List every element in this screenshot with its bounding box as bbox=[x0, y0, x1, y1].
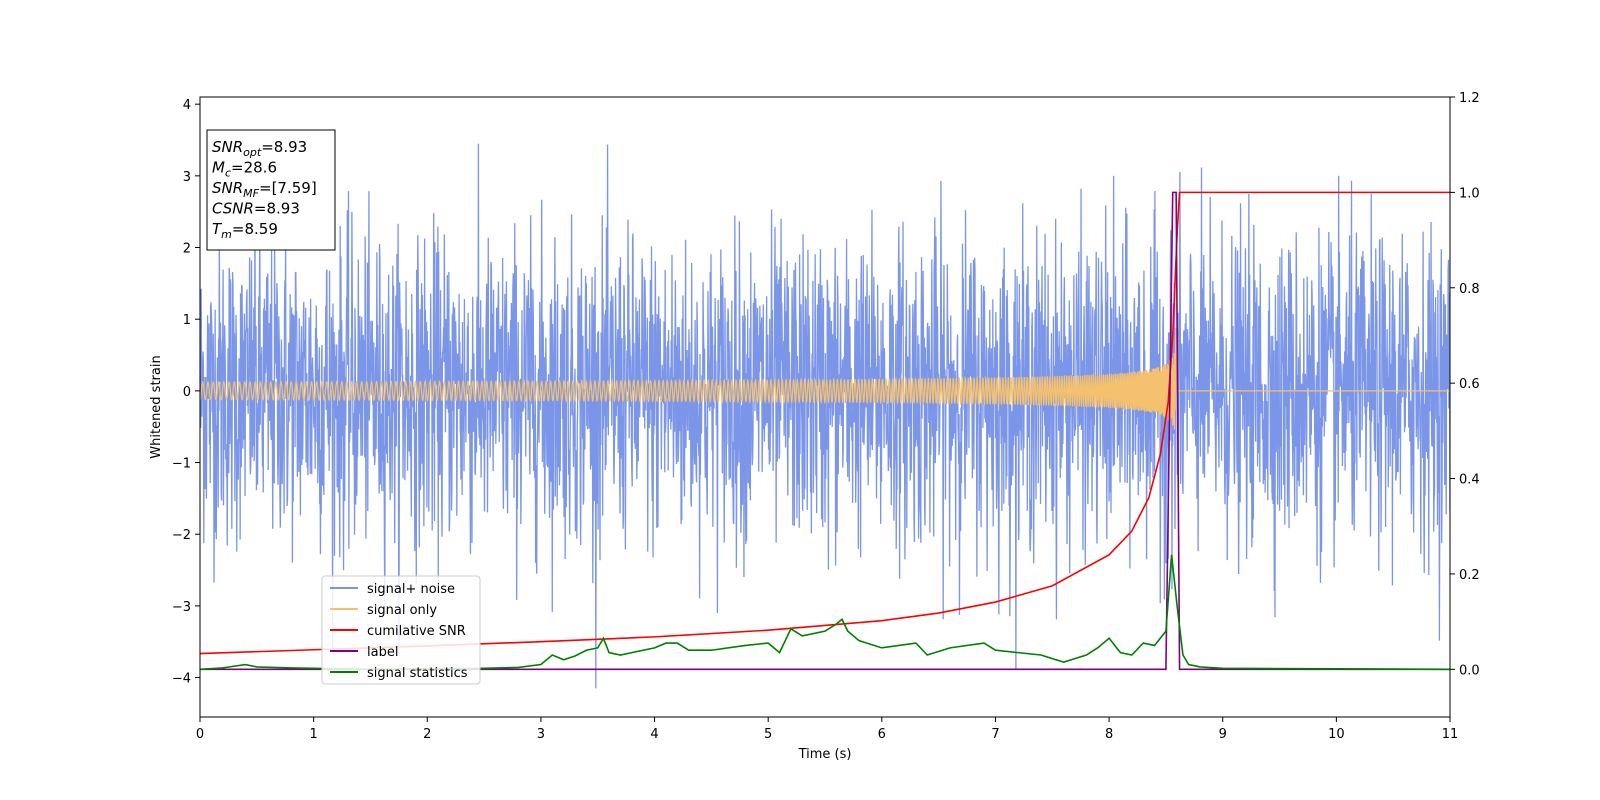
y2-tick-label: 0.4 bbox=[1459, 473, 1480, 488]
annotation-line: SNRMF=[7.59] bbox=[212, 179, 317, 200]
y-tick-label: 0 bbox=[183, 385, 191, 400]
legend-entry-label: signal statistics bbox=[367, 666, 468, 681]
y2-tick-label: 0.6 bbox=[1459, 377, 1480, 392]
y-axis-label: Whitened strain bbox=[149, 355, 164, 458]
legend-frame bbox=[321, 575, 481, 685]
y2-tick-label: 1.2 bbox=[1459, 91, 1480, 106]
y-ticks: −4 −3 −2 −1 0 1 2 3 4 bbox=[172, 98, 200, 687]
y-tick-label: −3 bbox=[172, 600, 191, 615]
y-tick-label: 2 bbox=[183, 242, 191, 257]
series-layer bbox=[200, 143, 1450, 689]
y2-ticks: 0.0 0.2 0.4 0.6 0.8 1.0 1.2 bbox=[1450, 91, 1480, 678]
legend: signal+ noise signal only cumilative SNR la… bbox=[321, 575, 481, 685]
annotation-line: CSNR=8.93 bbox=[212, 200, 300, 218]
annotation-line: Tm=8.59 bbox=[212, 220, 278, 241]
legend-entry-label: label bbox=[367, 645, 398, 660]
x-tick-label: 7 bbox=[991, 727, 999, 742]
y2-tick-label: 0.8 bbox=[1459, 282, 1480, 297]
series-signal-noise-line bbox=[200, 143, 1450, 689]
x-tick-label: 0 bbox=[196, 727, 204, 742]
legend-entry-label: signal+ noise bbox=[367, 582, 455, 597]
x-axis-label: Time (s) bbox=[798, 747, 852, 762]
annotation-frame bbox=[206, 129, 336, 251]
y-tick-label: −1 bbox=[172, 457, 191, 472]
annotation-line: SNRopt=8.93 bbox=[212, 138, 307, 159]
y-tick-label: −4 bbox=[172, 672, 191, 687]
x-tick-label: 4 bbox=[650, 727, 658, 742]
y-tick-label: 4 bbox=[183, 98, 191, 113]
y2-tick-label: 1.0 bbox=[1459, 186, 1480, 201]
series-label-line bbox=[200, 191, 1450, 671]
x-tick-label: 8 bbox=[1105, 727, 1113, 742]
y-tick-label: −2 bbox=[172, 528, 191, 543]
x-tick-label: 5 bbox=[764, 727, 772, 742]
x-tick-label: 1 bbox=[309, 727, 317, 742]
series-signal-statistics-line bbox=[200, 554, 1450, 671]
annotation-line: Mc=28.6 bbox=[212, 159, 277, 180]
x-tick-label: 2 bbox=[423, 727, 431, 742]
x-tick-label: 11 bbox=[1442, 727, 1459, 742]
x-tick-label: 3 bbox=[537, 727, 545, 742]
series-signal-only-line bbox=[200, 327, 1450, 430]
y-tick-label: 3 bbox=[183, 170, 191, 185]
legend-entry-label: signal only bbox=[367, 603, 437, 618]
legend-entry-label: cumilative SNR bbox=[367, 624, 466, 639]
x-ticks: 0 1 2 3 4 5 6 7 8 9 10 11 bbox=[196, 717, 1458, 742]
y2-tick-label: 0.2 bbox=[1459, 568, 1480, 583]
x-tick-label: 10 bbox=[1328, 727, 1345, 742]
x-tick-label: 6 bbox=[878, 727, 886, 742]
plot-frame bbox=[199, 96, 1451, 718]
x-tick-label: 9 bbox=[1219, 727, 1227, 742]
y2-tick-label: 0.0 bbox=[1459, 663, 1480, 678]
y-tick-label: 1 bbox=[183, 313, 191, 328]
series-cumulative-snr-line bbox=[200, 191, 1450, 655]
